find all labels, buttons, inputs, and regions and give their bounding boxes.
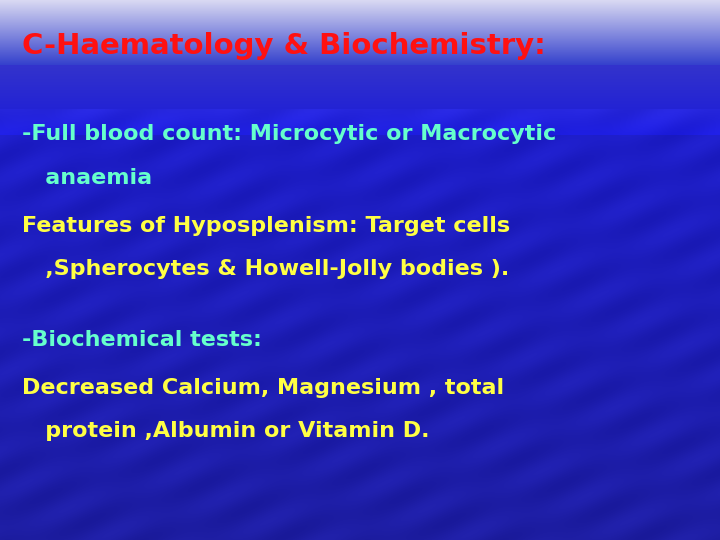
Text: -Full blood count: Microcytic or Macrocytic: -Full blood count: Microcytic or Macrocy… <box>22 124 556 144</box>
Text: Features of Hyposplenism: Target cells: Features of Hyposplenism: Target cells <box>22 216 510 236</box>
Text: ,Spherocytes & Howell-Jolly bodies ).: ,Spherocytes & Howell-Jolly bodies ). <box>22 259 509 279</box>
Text: anaemia: anaemia <box>22 167 152 187</box>
Text: Decreased Calcium, Magnesium , total: Decreased Calcium, Magnesium , total <box>22 378 504 398</box>
Text: protein ,Albumin or Vitamin D.: protein ,Albumin or Vitamin D. <box>22 421 429 441</box>
Text: -Biochemical tests:: -Biochemical tests: <box>22 329 261 349</box>
Text: C-Haematology & Biochemistry:: C-Haematology & Biochemistry: <box>22 32 545 60</box>
